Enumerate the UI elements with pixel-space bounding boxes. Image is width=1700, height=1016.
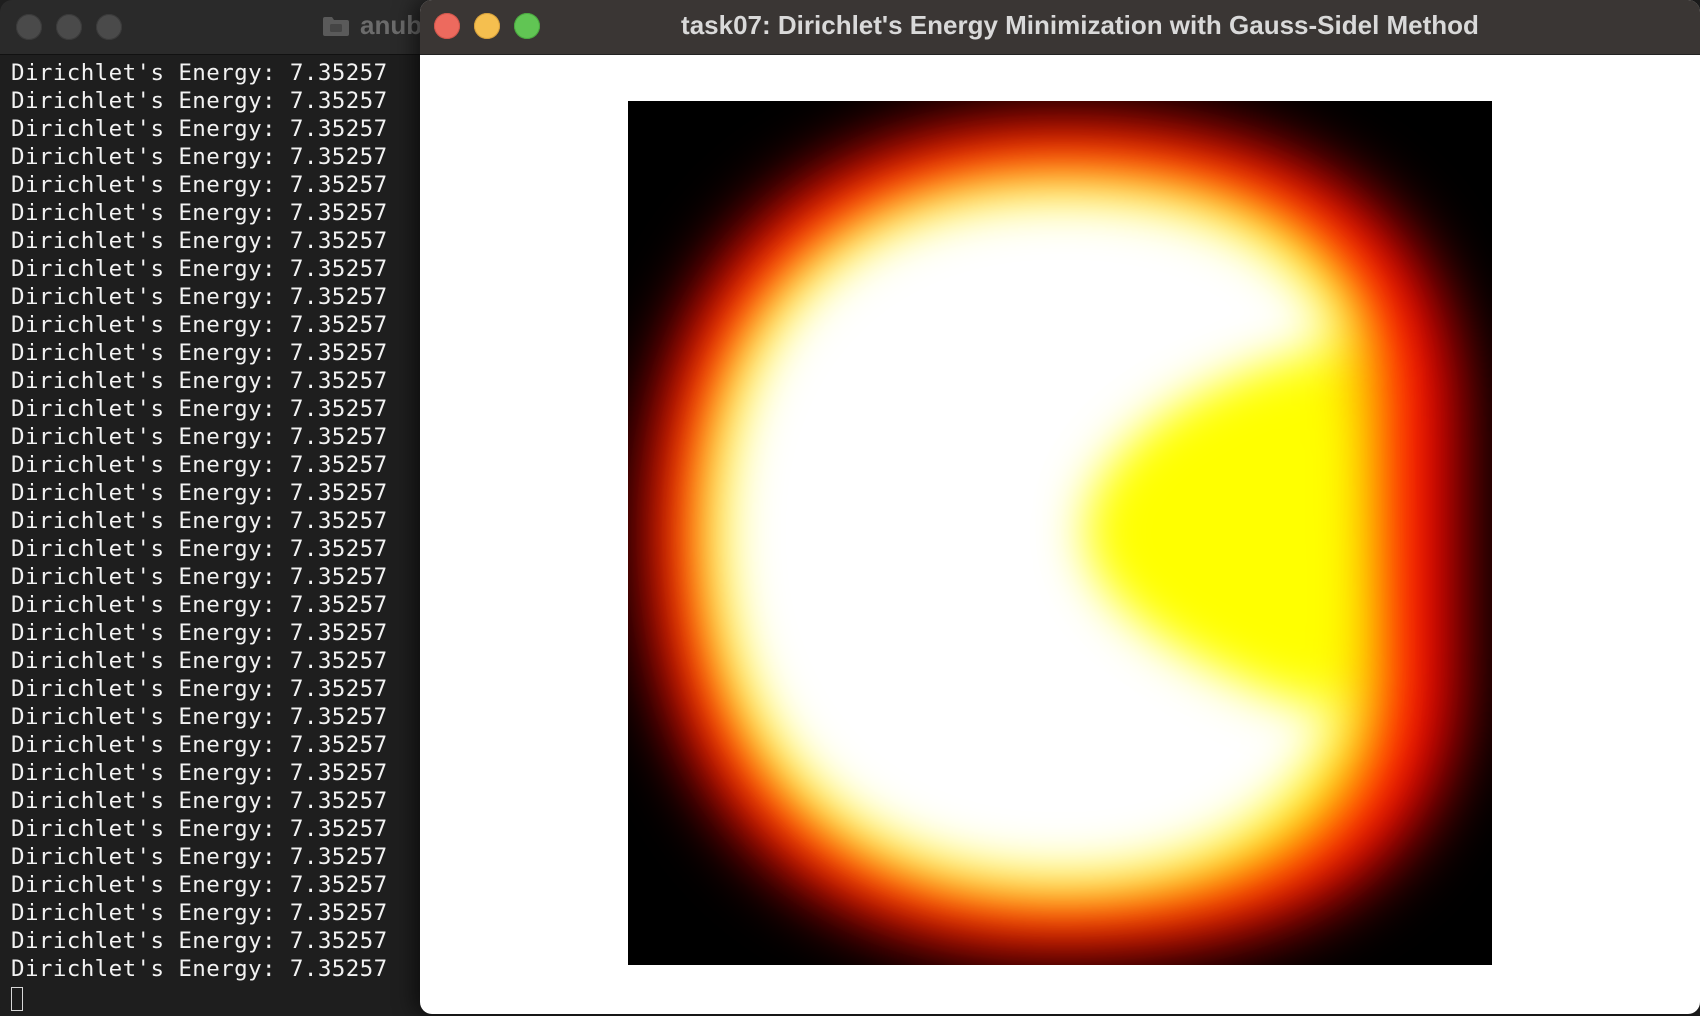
terminal-zoom-button[interactable] bbox=[96, 14, 122, 40]
terminal-line: Dirichlet's Energy: 7.35257 bbox=[11, 900, 388, 926]
terminal-line: Dirichlet's Energy: 7.35257 bbox=[11, 452, 388, 478]
terminal-line: Dirichlet's Energy: 7.35257 bbox=[11, 256, 388, 282]
terminal-line: Dirichlet's Energy: 7.35257 bbox=[11, 816, 388, 842]
energy-heatmap-canvas[interactable] bbox=[628, 101, 1492, 965]
terminal-line: Dirichlet's Energy: 7.35257 bbox=[11, 620, 388, 646]
terminal-line: Dirichlet's Energy: 7.35257 bbox=[11, 396, 388, 422]
terminal-line: Dirichlet's Energy: 7.35257 bbox=[11, 424, 388, 450]
terminal-line: Dirichlet's Energy: 7.35257 bbox=[11, 592, 388, 618]
terminal-line: Dirichlet's Energy: 7.35257 bbox=[11, 284, 388, 310]
close-button[interactable] bbox=[434, 13, 460, 39]
minimize-button[interactable] bbox=[474, 13, 500, 39]
terminal-line: Dirichlet's Energy: 7.35257 bbox=[11, 200, 388, 226]
heatmap-hot-core bbox=[723, 196, 1343, 876]
terminal-window-controls bbox=[16, 14, 122, 40]
terminal-line: Dirichlet's Energy: 7.35257 bbox=[11, 956, 388, 982]
terminal-line: Dirichlet's Energy: 7.35257 bbox=[11, 144, 388, 170]
terminal-line: Dirichlet's Energy: 7.35257 bbox=[11, 116, 388, 142]
terminal-line: Dirichlet's Energy: 7.35257 bbox=[11, 788, 388, 814]
heatmap-notch bbox=[1108, 391, 1348, 701]
app-window[interactable]: task07: Dirichlet's Energy Minimization … bbox=[420, 0, 1700, 1014]
terminal-line: Dirichlet's Energy: 7.35257 bbox=[11, 508, 388, 534]
terminal-line: Dirichlet's Energy: 7.35257 bbox=[11, 760, 388, 786]
terminal-close-button[interactable] bbox=[16, 14, 42, 40]
terminal-line: Dirichlet's Energy: 7.35257 bbox=[11, 704, 388, 730]
terminal-window[interactable]: anub Dirichlet's Energy: 7.35257 Dirichle… bbox=[0, 0, 440, 1016]
terminal-output[interactable]: Dirichlet's Energy: 7.35257 Dirichlet's E… bbox=[0, 55, 440, 1011]
terminal-line: Dirichlet's Energy: 7.35257 bbox=[11, 312, 388, 338]
terminal-line: Dirichlet's Energy: 7.35257 bbox=[11, 480, 388, 506]
app-window-controls bbox=[434, 13, 540, 39]
terminal-line: Dirichlet's Energy: 7.35257 bbox=[11, 928, 388, 954]
terminal-line: Dirichlet's Energy: 7.35257 bbox=[11, 60, 388, 86]
terminal-titlebar[interactable]: anub bbox=[0, 0, 440, 55]
terminal-line: Dirichlet's Energy: 7.35257 bbox=[11, 228, 388, 254]
app-titlebar[interactable]: task07: Dirichlet's Energy Minimization … bbox=[420, 0, 1700, 55]
heatmap-render bbox=[628, 101, 1492, 965]
terminal-line: Dirichlet's Energy: 7.35257 bbox=[11, 648, 388, 674]
terminal-line: Dirichlet's Energy: 7.35257 bbox=[11, 536, 388, 562]
window-title: task07: Dirichlet's Energy Minimization … bbox=[681, 10, 1479, 40]
terminal-title: anub bbox=[322, 10, 422, 41]
terminal-line: Dirichlet's Energy: 7.35257 bbox=[11, 872, 388, 898]
terminal-line: Dirichlet's Energy: 7.35257 bbox=[11, 564, 388, 590]
zoom-button[interactable] bbox=[514, 13, 540, 39]
terminal-line: Dirichlet's Energy: 7.35257 bbox=[11, 172, 388, 198]
terminal-line: Dirichlet's Energy: 7.35257 bbox=[11, 340, 388, 366]
terminal-line: Dirichlet's Energy: 7.35257 bbox=[11, 844, 388, 870]
terminal-line: Dirichlet's Energy: 7.35257 bbox=[11, 368, 388, 394]
terminal-line: Dirichlet's Energy: 7.35257 bbox=[11, 676, 388, 702]
terminal-line: Dirichlet's Energy: 7.35257 bbox=[11, 732, 388, 758]
terminal-minimize-button[interactable] bbox=[56, 14, 82, 40]
terminal-title-text: anub bbox=[360, 10, 423, 40]
terminal-line: Dirichlet's Energy: 7.35257 bbox=[11, 88, 388, 114]
folder-icon bbox=[322, 15, 350, 37]
terminal-cursor bbox=[11, 987, 23, 1011]
